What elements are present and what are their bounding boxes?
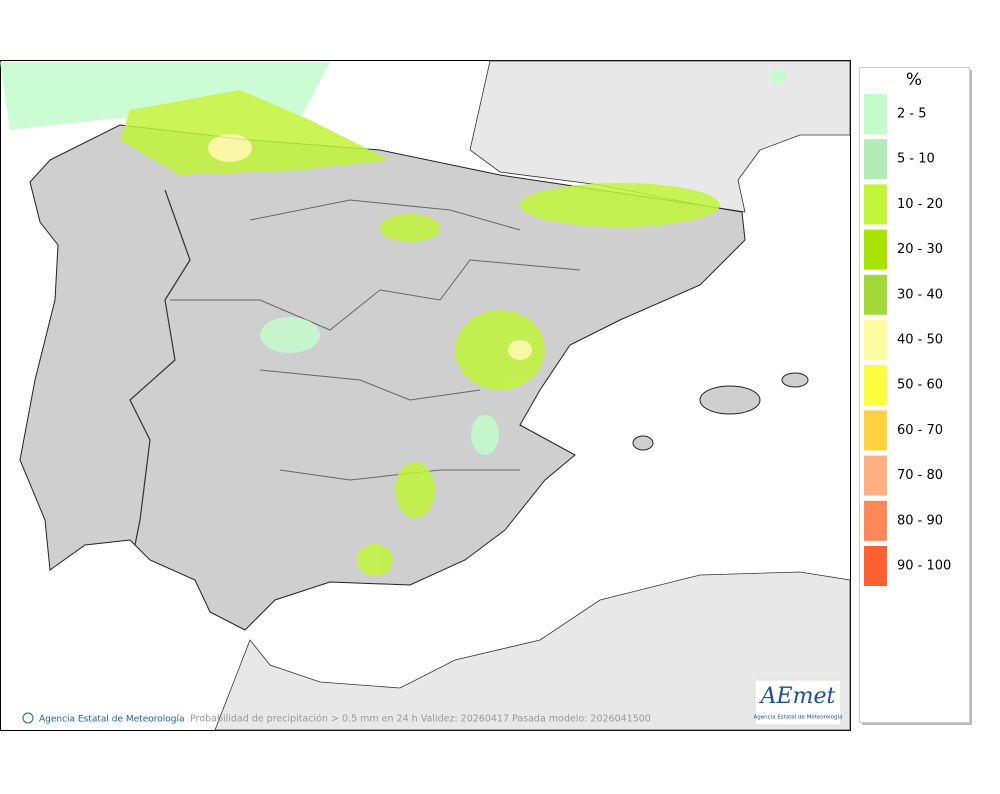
precip-area: [120, 90, 390, 175]
legend-swatch: [864, 94, 887, 134]
precip-area: [260, 317, 320, 353]
legend-label: 5 - 10: [897, 152, 935, 167]
france: [469, 60, 851, 213]
precip-area: [357, 544, 393, 576]
logo: AEmet: [759, 684, 836, 709]
caption: Probabilidad de precipitación > 0.5 mm e…: [190, 714, 651, 725]
precipitation-areas: [0, 62, 787, 576]
portugal-border: [129, 189, 191, 546]
legend-swatch: [864, 274, 887, 315]
legend-label: 90 - 100: [897, 559, 951, 574]
legend-swatch: [864, 500, 887, 541]
legend-label: 50 - 60: [897, 378, 943, 393]
legend-label: 60 - 70: [897, 423, 943, 438]
precip-area: [380, 214, 440, 242]
legend-label: 10 - 20: [897, 197, 943, 212]
precip-area: [520, 183, 720, 227]
logo-subtitle: Agencia Estatal de Meteorología: [754, 714, 843, 721]
precip-area: [208, 134, 252, 162]
legend-label: 40 - 50: [897, 333, 943, 348]
legend-label: 80 - 90: [897, 513, 943, 528]
ibiza: [632, 435, 654, 451]
menorca: [781, 372, 809, 388]
region-borders: [170, 199, 581, 481]
precip-area: [508, 340, 532, 360]
credit: Agencia Estatal de Meteorología: [39, 715, 185, 725]
copyright-icon: [22, 712, 34, 724]
legend-label: 70 - 80: [897, 468, 943, 483]
mallorca: [699, 385, 761, 415]
precip-area: [471, 415, 499, 455]
legend: % 2 - 5 5 - 10 10 - 20 20 - 30 30 - 40 40 - 5…: [859, 67, 972, 725]
logo-box: [754, 679, 842, 726]
legend-swatch: [864, 139, 887, 180]
legend-label: 20 - 30: [897, 242, 943, 257]
legend-swatch: [864, 320, 887, 360]
africa: [214, 571, 851, 731]
legend-title: %: [906, 70, 922, 90]
legend-swatch: [864, 546, 887, 586]
precip-area: [769, 68, 787, 84]
map: Agencia Estatal de Meteorología Probabil…: [0, 60, 851, 731]
legend-swatch: [864, 229, 887, 270]
legend-swatch: [864, 410, 887, 451]
legend-swatch: [864, 184, 887, 225]
legend-label: 30 - 40: [897, 287, 943, 302]
legend-swatch: [864, 365, 887, 406]
legend-label: 2 - 5: [897, 107, 927, 122]
legend-swatch: [864, 455, 887, 496]
precip-area: [455, 310, 545, 390]
precip-area: [395, 462, 435, 518]
